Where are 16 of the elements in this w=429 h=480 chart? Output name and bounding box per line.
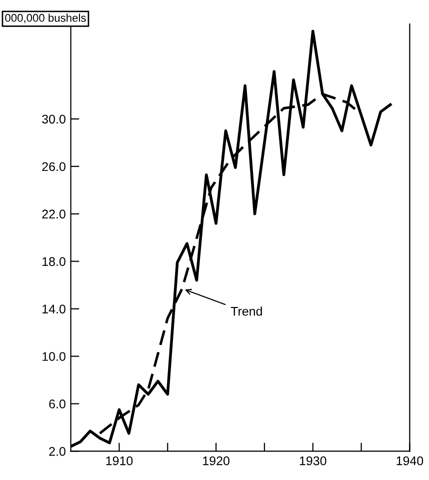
y-tick-label: 2.0 <box>49 447 66 456</box>
y-tick-label: 10.0 <box>42 352 66 361</box>
y-tick-label: 6.0 <box>49 400 66 408</box>
y-tick-label: 18.0 <box>42 257 66 266</box>
y-tick-label: 26.0 <box>42 162 66 172</box>
annotation: Trend <box>230 306 262 316</box>
line-series <box>98 92 363 435</box>
x-tick-label: 1910 <box>106 456 133 466</box>
x-tick-label: 1930 <box>300 456 326 466</box>
y-tick-label: 30.0 <box>42 114 66 124</box>
line-series <box>70 30 392 448</box>
x-tick-label: 1920 <box>203 456 230 466</box>
y-tick-label: 14.0 <box>42 304 66 314</box>
y-axis-title: 000,000 bushels <box>5 14 86 24</box>
y-tick-label: 22.0 <box>42 210 66 219</box>
x-tick-label: 1940 <box>396 456 424 466</box>
